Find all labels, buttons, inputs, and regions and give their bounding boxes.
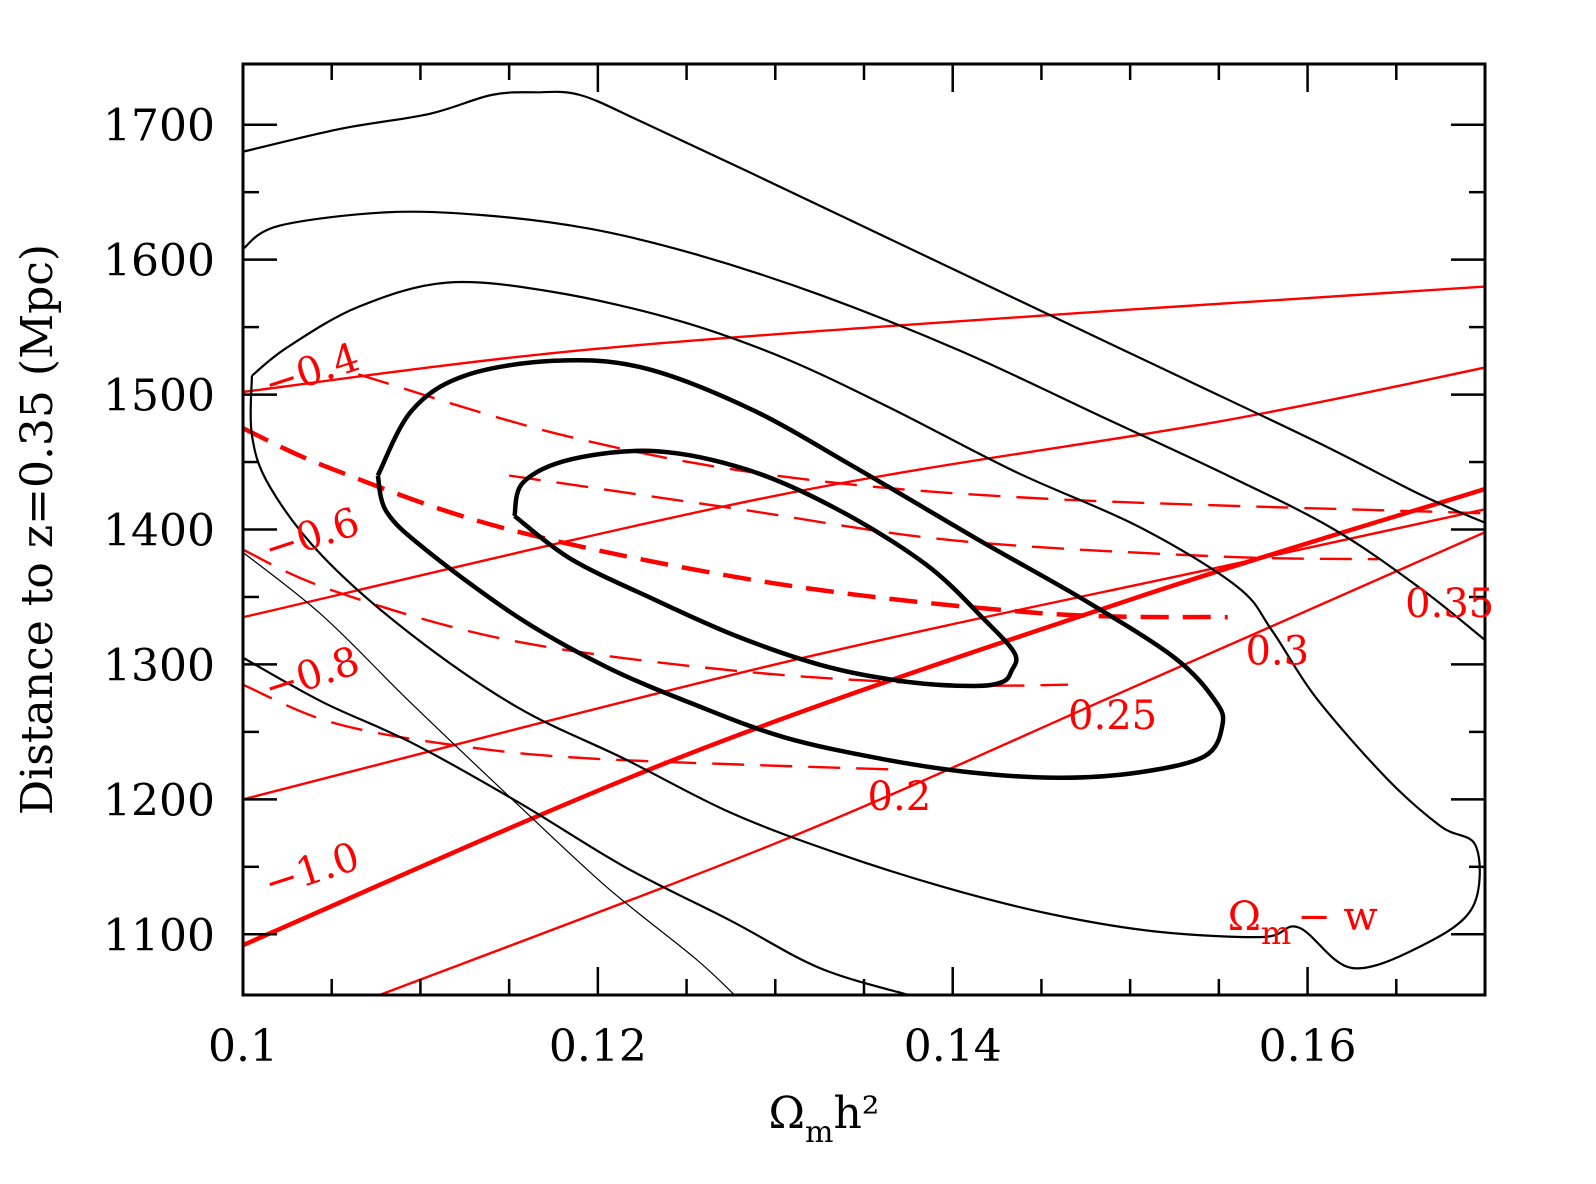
red-solid-line-3	[243, 366, 1485, 619]
contour-6	[243, 551, 735, 995]
x-tick-label: 0.14	[904, 1021, 1002, 1072]
omega-sub: m	[1261, 914, 1291, 952]
x-axis-title: Ωmh²	[769, 1088, 880, 1150]
contour-4	[243, 656, 909, 995]
annotation-label: 0.2	[868, 774, 932, 820]
annotation-label: −0.4	[258, 334, 365, 408]
y-tick-label: 1700	[103, 101, 215, 152]
contour-2	[249, 280, 1481, 970]
y-tick-label: 1600	[103, 236, 215, 287]
y-tick-label: 1100	[103, 910, 215, 961]
annotation-label: 0.25	[1068, 693, 1157, 739]
red-dashed-line-1	[243, 548, 1069, 687]
annotation-label: 0.3	[1245, 628, 1309, 674]
contour-5	[243, 90, 1485, 524]
red-dashed-line-3	[243, 426, 1228, 620]
red-solid-line-4	[243, 285, 1485, 394]
x-tick-label: 0.12	[549, 1021, 647, 1072]
red-solid-line-0	[379, 531, 1485, 995]
omega-m-w-label: Ωm − w	[1228, 894, 1378, 952]
red-solid-line-2	[243, 508, 1485, 801]
y-tick-label: 1500	[103, 371, 215, 422]
annotation-label: 0.35	[1405, 581, 1494, 627]
red-dashed-line-0	[357, 373, 1485, 515]
minus-w: − w	[1297, 894, 1377, 940]
contour-3	[243, 210, 1485, 641]
contour-1	[375, 357, 1226, 781]
annotations: −0.4−0.6−0.8−1.00.20.250.30.35	[258, 334, 1494, 907]
red-solid-line-1	[243, 486, 1485, 948]
y-tick-label: 1300	[103, 640, 215, 691]
contour-0	[512, 448, 1019, 689]
red-dashed-line-2	[243, 683, 900, 771]
y-tick-label: 1200	[103, 775, 215, 826]
tick-marks	[241, 64, 1487, 995]
x-tick-label: 0.1	[208, 1021, 278, 1072]
annotation-label: −0.8	[258, 638, 365, 712]
x-axis-title-omega: Ω	[769, 1088, 805, 1139]
red-dashed-line-4	[508, 474, 1379, 561]
tick-labels: 0.1 0.12 0.14 0.16 1100 1200 1300 1400 1500 1600 1…	[103, 101, 1357, 1072]
x-axis-title-h: h²	[833, 1088, 879, 1139]
annotation-label: −0.6	[258, 499, 365, 573]
omega-symbol: Ω	[1228, 894, 1261, 940]
y-tick-label: 1400	[103, 506, 215, 557]
x-tick-label: 0.16	[1259, 1021, 1357, 1072]
data-layer	[243, 90, 1485, 995]
x-axis-title-sub: m	[805, 1115, 833, 1150]
y-axis-title: Distance to z=0.35 (Mpc)	[12, 244, 63, 815]
